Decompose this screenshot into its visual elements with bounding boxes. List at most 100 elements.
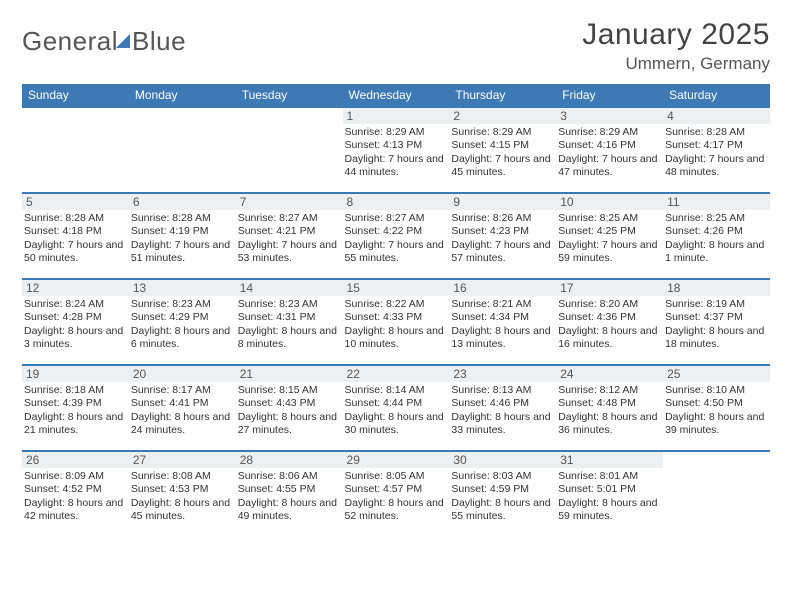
sunrise-line: Sunrise: 8:09 AM [24,470,127,483]
sunrise-line: Sunrise: 8:15 AM [238,384,341,397]
sunset-line: Sunset: 4:19 PM [131,225,234,238]
day-info: Sunrise: 8:29 AMSunset: 4:13 PMDaylight:… [343,124,450,180]
day-number: 22 [343,366,450,382]
day-number: 15 [343,280,450,296]
calendar-day-cell: 25Sunrise: 8:10 AMSunset: 4:50 PMDayligh… [663,365,770,451]
calendar-day-cell: 12Sunrise: 8:24 AMSunset: 4:28 PMDayligh… [22,279,129,365]
sunrise-line: Sunrise: 8:26 AM [451,212,554,225]
day-number: 12 [22,280,129,296]
brand-triangle-icon [116,34,130,48]
sunset-line: Sunset: 4:18 PM [24,225,127,238]
calendar-day-cell: 16Sunrise: 8:21 AMSunset: 4:34 PMDayligh… [449,279,556,365]
day-number: 17 [556,280,663,296]
calendar-day-cell: 23Sunrise: 8:13 AMSunset: 4:46 PMDayligh… [449,365,556,451]
sunrise-line: Sunrise: 8:08 AM [131,470,234,483]
day-info: Sunrise: 8:26 AMSunset: 4:23 PMDaylight:… [449,210,556,266]
daylight-line: Daylight: 8 hours and 30 minutes. [345,411,448,438]
day-info: Sunrise: 8:08 AMSunset: 4:53 PMDaylight:… [129,468,236,524]
daylight-line: Daylight: 8 hours and 13 minutes. [451,325,554,352]
calendar-empty-cell [129,107,236,193]
daylight-line: Daylight: 7 hours and 45 minutes. [451,153,554,180]
sunset-line: Sunset: 5:01 PM [558,483,661,496]
daylight-line: Daylight: 8 hours and 8 minutes. [238,325,341,352]
calendar-day-cell: 26Sunrise: 8:09 AMSunset: 4:52 PMDayligh… [22,451,129,537]
sunset-line: Sunset: 4:39 PM [24,397,127,410]
sunrise-line: Sunrise: 8:18 AM [24,384,127,397]
day-number: 3 [556,108,663,124]
daylight-line: Daylight: 8 hours and 10 minutes. [345,325,448,352]
sunset-line: Sunset: 4:22 PM [345,225,448,238]
calendar-day-cell: 4Sunrise: 8:28 AMSunset: 4:17 PMDaylight… [663,107,770,193]
weekday-header: Tuesday [236,84,343,107]
calendar-week-row: 5 Sunrise: 8:28 AMSunset: 4:18 PM Daylight… [22,193,770,279]
day-info: Sunrise: 8:17 AMSunset: 4:41 PMDaylight:… [129,382,236,438]
title-block: January 2025 Ummern, Germany [582,18,770,74]
day-info: Sunrise: 8:29 AMSunset: 4:15 PMDaylight:… [449,124,556,180]
sunrise-line: Sunrise: 8:19 AM [665,298,768,311]
weekday-header: Sunday [22,84,129,107]
day-info: Sunrise: 8:24 AMSunset: 4:28 PMDaylight:… [22,296,129,352]
sunrise-line: Sunrise: 8:22 AM [345,298,448,311]
sunset-line: Sunset: 4:43 PM [238,397,341,410]
day-number: 21 [236,366,343,382]
weekday-header: Friday [556,84,663,107]
day-number: 18 [663,280,770,296]
calendar-day-cell: 20Sunrise: 8:17 AMSunset: 4:41 PMDayligh… [129,365,236,451]
day-number: 30 [449,452,556,468]
sunset-line: Sunset: 4:59 PM [451,483,554,496]
day-info: Sunrise: 8:01 AMSunset: 5:01 PMDaylight:… [556,468,663,524]
sunrise-line: Sunrise: 8:12 AM [558,384,661,397]
calendar-day-cell: 13Sunrise: 8:23 AMSunset: 4:29 PMDayligh… [129,279,236,365]
day-number: 2 [449,108,556,124]
calendar-day-cell: 17Sunrise: 8:20 AMSunset: 4:36 PMDayligh… [556,279,663,365]
day-info: Sunrise: 8:28 AMSunset: 4:19 PMDaylight:… [129,210,236,266]
sunset-line: Sunset: 4:21 PM [238,225,341,238]
sunset-line: Sunset: 4:57 PM [345,483,448,496]
calendar-day-cell: 9Sunrise: 8:26 AMSunset: 4:23 PMDaylight… [449,193,556,279]
calendar-day-cell: 8Sunrise: 8:27 AMSunset: 4:22 PMDaylight… [343,193,450,279]
sunset-line: Sunset: 4:26 PM [665,225,768,238]
daylight-line: Daylight: 7 hours and 47 minutes. [558,153,661,180]
day-info: Sunrise: 8:27 AMSunset: 4:22 PMDaylight:… [343,210,450,266]
brand-text: GeneralBlue [22,26,186,57]
month-title: January 2025 [582,18,770,52]
day-number: 11 [663,194,770,210]
calendar-day-cell: 5Sunrise: 8:28 AMSunset: 4:18 PMDaylight… [22,193,129,279]
day-number: 14 [236,280,343,296]
day-number: 28 [236,452,343,468]
day-number: 25 [663,366,770,382]
sunrise-line: Sunrise: 8:29 AM [345,126,448,139]
day-info: Sunrise: 8:28 AMSunset: 4:17 PMDaylight:… [663,124,770,180]
day-info: Sunrise: 8:10 AMSunset: 4:50 PMDaylight:… [663,382,770,438]
sunset-line: Sunset: 4:33 PM [345,311,448,324]
calendar-day-cell: 27Sunrise: 8:08 AMSunset: 4:53 PMDayligh… [129,451,236,537]
sunset-line: Sunset: 4:46 PM [451,397,554,410]
sunrise-line: Sunrise: 8:14 AM [345,384,448,397]
daylight-line: Daylight: 7 hours and 59 minutes. [558,239,661,266]
sunrise-line: Sunrise: 8:21 AM [451,298,554,311]
weekday-header: Monday [129,84,236,107]
sunrise-line: Sunrise: 8:06 AM [238,470,341,483]
daylight-line: Daylight: 7 hours and 48 minutes. [665,153,768,180]
day-info: Sunrise: 8:18 AMSunset: 4:39 PMDaylight:… [22,382,129,438]
brand-name-2: Blue [132,26,186,56]
day-info: Sunrise: 8:05 AMSunset: 4:57 PMDaylight:… [343,468,450,524]
daylight-line: Daylight: 8 hours and 39 minutes. [665,411,768,438]
sunrise-line: Sunrise: 8:01 AM [558,470,661,483]
daylight-line: Daylight: 8 hours and 21 minutes. [24,411,127,438]
day-info: Sunrise: 8:20 AMSunset: 4:36 PMDaylight:… [556,296,663,352]
daylight-line: Daylight: 8 hours and 33 minutes. [451,411,554,438]
day-number: 20 [129,366,236,382]
sunrise-line: Sunrise: 8:28 AM [24,212,127,225]
sunrise-line: Sunrise: 8:27 AM [345,212,448,225]
day-info: Sunrise: 8:12 AMSunset: 4:48 PMDaylight:… [556,382,663,438]
daylight-line: Daylight: 8 hours and 42 minutes. [24,497,127,524]
daylight-line: Daylight: 8 hours and 16 minutes. [558,325,661,352]
sunset-line: Sunset: 4:41 PM [131,397,234,410]
day-number: 31 [556,452,663,468]
day-number: 23 [449,366,556,382]
day-number: 5 [22,194,129,210]
location-subtitle: Ummern, Germany [582,54,770,74]
calendar-day-cell: 3Sunrise: 8:29 AMSunset: 4:16 PMDaylight… [556,107,663,193]
day-info: Sunrise: 8:21 AMSunset: 4:34 PMDaylight:… [449,296,556,352]
